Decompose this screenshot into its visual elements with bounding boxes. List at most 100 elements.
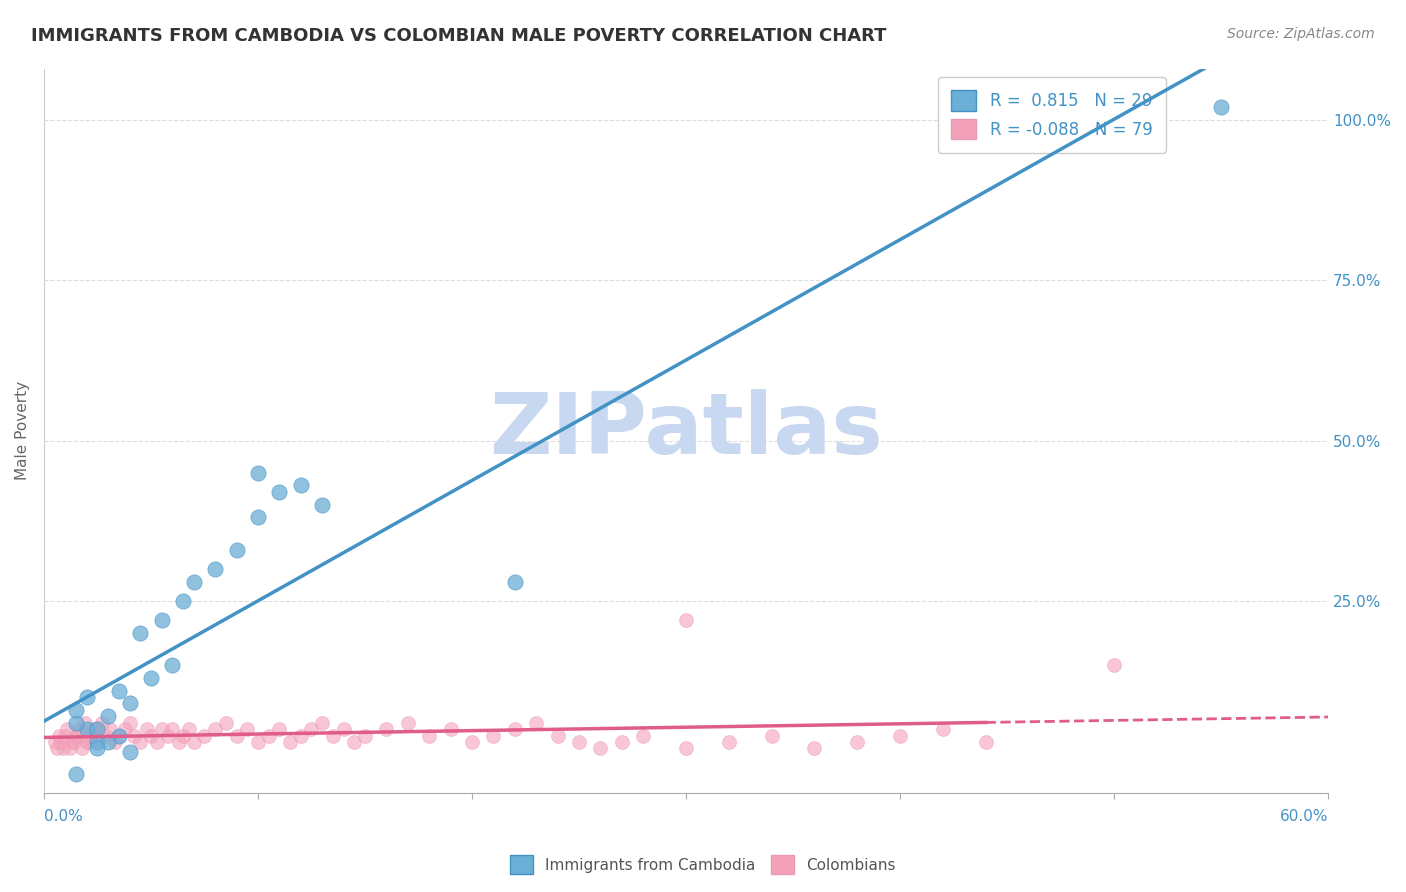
Point bbox=[65, 729, 87, 743]
Point bbox=[162, 722, 184, 736]
Point bbox=[193, 729, 215, 743]
Point bbox=[67, 729, 90, 743]
Point bbox=[610, 735, 633, 749]
Point bbox=[162, 658, 184, 673]
Point bbox=[503, 722, 526, 736]
Point bbox=[675, 613, 697, 627]
Point bbox=[1211, 100, 1233, 114]
Point bbox=[568, 735, 591, 749]
Point bbox=[107, 729, 129, 743]
Point bbox=[76, 722, 98, 736]
Point bbox=[97, 735, 120, 749]
Point bbox=[94, 729, 117, 743]
Point bbox=[311, 715, 333, 730]
Point bbox=[482, 729, 505, 743]
Point bbox=[48, 729, 70, 743]
Point bbox=[97, 709, 120, 723]
Point bbox=[167, 735, 190, 749]
Point bbox=[1102, 658, 1125, 673]
Point bbox=[77, 735, 100, 749]
Point bbox=[146, 735, 169, 749]
Point bbox=[932, 722, 955, 736]
Point bbox=[889, 729, 911, 743]
Point bbox=[172, 594, 194, 608]
Point bbox=[343, 735, 366, 749]
Point bbox=[150, 613, 173, 627]
Point bbox=[269, 484, 291, 499]
Point bbox=[107, 729, 129, 743]
Point bbox=[129, 626, 152, 640]
Point bbox=[65, 715, 87, 730]
Point bbox=[215, 715, 238, 730]
Point bbox=[65, 767, 87, 781]
Point bbox=[204, 722, 226, 736]
Point bbox=[172, 729, 194, 743]
Point bbox=[290, 478, 312, 492]
Point bbox=[311, 498, 333, 512]
Point bbox=[354, 729, 377, 743]
Point bbox=[183, 735, 205, 749]
Point bbox=[52, 741, 75, 756]
Point bbox=[76, 690, 98, 704]
Point bbox=[631, 729, 654, 743]
Point bbox=[103, 735, 125, 749]
Legend: R =  0.815   N = 29, R = -0.088   N = 79: R = 0.815 N = 29, R = -0.088 N = 79 bbox=[938, 77, 1166, 153]
Point bbox=[278, 735, 301, 749]
Point bbox=[322, 729, 344, 743]
Point bbox=[118, 745, 141, 759]
Point bbox=[183, 574, 205, 589]
Point bbox=[114, 722, 136, 736]
Point bbox=[118, 697, 141, 711]
Point bbox=[269, 722, 291, 736]
Point bbox=[122, 729, 145, 743]
Text: Source: ZipAtlas.com: Source: ZipAtlas.com bbox=[1227, 27, 1375, 41]
Point bbox=[86, 722, 108, 736]
Legend: Immigrants from Cambodia, Colombians: Immigrants from Cambodia, Colombians bbox=[505, 849, 901, 880]
Text: IMMIGRANTS FROM CAMBODIA VS COLOMBIAN MALE POVERTY CORRELATION CHART: IMMIGRANTS FROM CAMBODIA VS COLOMBIAN MA… bbox=[31, 27, 886, 45]
Point bbox=[45, 741, 67, 756]
Point bbox=[439, 722, 461, 736]
Point bbox=[98, 722, 121, 736]
Point bbox=[246, 466, 269, 480]
Point bbox=[118, 715, 141, 730]
Point bbox=[72, 741, 94, 756]
Point bbox=[225, 729, 247, 743]
Point bbox=[86, 735, 108, 749]
Point bbox=[157, 729, 180, 743]
Y-axis label: Male Poverty: Male Poverty bbox=[15, 382, 30, 481]
Point bbox=[246, 510, 269, 524]
Point bbox=[974, 735, 997, 749]
Point bbox=[717, 735, 740, 749]
Point bbox=[246, 735, 269, 749]
Point bbox=[524, 715, 547, 730]
Point bbox=[150, 722, 173, 736]
Text: ZIPatlas: ZIPatlas bbox=[489, 390, 883, 473]
Point bbox=[301, 722, 323, 736]
Point bbox=[65, 703, 87, 717]
Point bbox=[139, 671, 162, 685]
Point bbox=[53, 729, 76, 743]
Point bbox=[332, 722, 354, 736]
Point bbox=[58, 741, 80, 756]
Point bbox=[179, 722, 201, 736]
Point bbox=[290, 729, 312, 743]
Point bbox=[107, 683, 129, 698]
Point bbox=[225, 542, 247, 557]
Point bbox=[204, 562, 226, 576]
Text: 60.0%: 60.0% bbox=[1279, 809, 1329, 824]
Point bbox=[86, 722, 108, 736]
Point bbox=[547, 729, 569, 743]
Point bbox=[80, 729, 103, 743]
Point bbox=[129, 735, 152, 749]
Point bbox=[846, 735, 869, 749]
Point bbox=[60, 735, 83, 749]
Point bbox=[69, 722, 91, 736]
Text: 0.0%: 0.0% bbox=[44, 809, 83, 824]
Point bbox=[135, 722, 157, 736]
Point bbox=[503, 574, 526, 589]
Point bbox=[589, 741, 612, 756]
Point bbox=[418, 729, 440, 743]
Point bbox=[49, 735, 72, 749]
Point bbox=[139, 729, 162, 743]
Point bbox=[461, 735, 484, 749]
